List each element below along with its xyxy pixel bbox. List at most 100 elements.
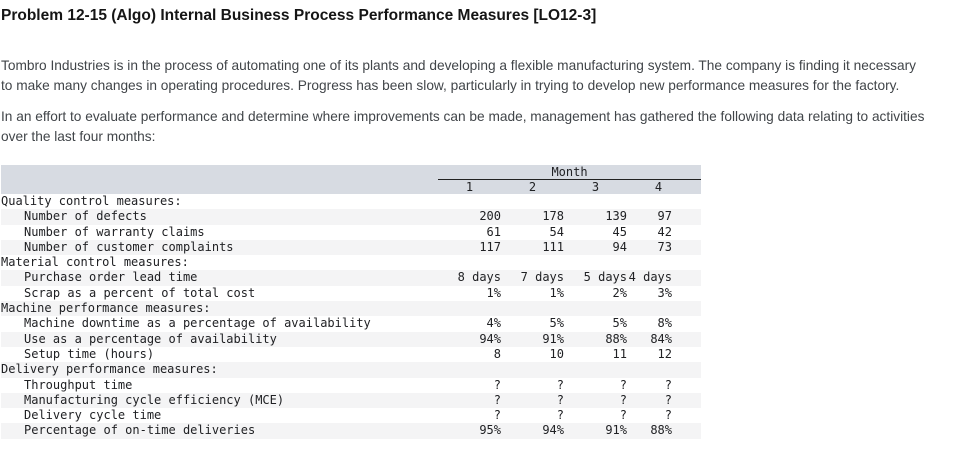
value-cell: 7 days	[520, 270, 564, 285]
value-cell: ?	[556, 377, 564, 392]
value-cell: ?	[493, 408, 501, 423]
category-label: Material control measures:	[1, 255, 189, 270]
measure-label: Number of defects	[24, 209, 147, 224]
table-row: Setup time (hours) 8 10 11 12	[1, 347, 701, 362]
value-cell: ?	[556, 392, 564, 407]
measure-label: Purchase order lead time	[24, 270, 198, 285]
table-row: Delivery performance measures:	[1, 362, 701, 378]
value-cell: ?	[556, 408, 564, 423]
value-cell: 91%	[605, 423, 627, 438]
table-row: Purchase order lead time 8 days 7 days 5 da…	[1, 270, 701, 286]
value-cell: 8%	[657, 316, 672, 331]
table-row: Number of customer complaints 117 111 94 73	[1, 239, 701, 256]
value-cell: 94	[612, 239, 627, 254]
value-cell	[501, 255, 564, 270]
value-cell: 4%	[486, 316, 501, 331]
value-cell: 54	[549, 224, 564, 239]
value-cell	[564, 255, 627, 270]
value-cell	[438, 255, 501, 270]
value-cell: 94%	[479, 331, 501, 346]
value-cell: 178	[542, 209, 564, 224]
value-cell: ?	[619, 392, 627, 407]
value-cell: 139	[605, 209, 627, 224]
value-cell: 3%	[657, 285, 672, 300]
value-cell	[438, 194, 501, 209]
month-column-header: 1	[465, 180, 474, 194]
value-cell: 5 days	[583, 270, 627, 285]
value-cell: 97	[657, 209, 672, 224]
measure-label: Percentage of on-time deliveries	[24, 423, 256, 438]
value-cell: 2%	[612, 285, 627, 300]
value-cell: 1%	[549, 285, 564, 300]
problem-page: Problem 12-15 (Algo) Internal Business P…	[1, 7, 925, 439]
value-cell: ?	[664, 392, 672, 407]
value-cell: 111	[542, 239, 564, 254]
month-column-header: 2	[528, 180, 537, 194]
table-row: Scrap as a percent of total cost 1% 1% 2% 3%	[1, 286, 701, 301]
value-cell	[627, 362, 701, 377]
value-cell: 1%	[486, 285, 501, 300]
value-cell: ?	[619, 408, 627, 423]
table-row: Manufacturing cycle efficiency (MCE)????	[1, 392, 701, 409]
value-cell	[564, 362, 627, 377]
measure-label: Machine downtime as a percentage of avai…	[24, 316, 371, 331]
value-cell: 8	[493, 346, 501, 361]
table-row: Number of defects 200 178 139 97	[1, 209, 701, 225]
value-cell	[627, 194, 701, 209]
value-cell: 5%	[549, 316, 564, 331]
table-row: Material control measures:	[1, 255, 701, 270]
month-column-header: 4	[654, 180, 663, 194]
value-cell: 61	[486, 224, 501, 239]
value-cell: 200	[479, 209, 501, 224]
table-row: Number of warranty claims 61 54 45 42	[1, 225, 701, 240]
table-row: Use as a percentage of availability 94% 91…	[1, 331, 701, 347]
measure-label: Manufacturing cycle efficiency (MCE)	[24, 392, 285, 407]
value-cell: 5%	[612, 316, 627, 331]
month-group-header-row: Month	[1, 165, 701, 180]
category-label: Quality control measures:	[1, 194, 182, 208]
value-cell: 117	[479, 239, 501, 254]
value-cell: 95%	[479, 423, 501, 438]
value-cell: 10	[549, 346, 564, 361]
value-cell	[564, 301, 627, 316]
value-cell: 73	[657, 239, 672, 254]
label-column-spacer	[1, 180, 438, 195]
measure-label: Throughput time	[24, 377, 133, 392]
value-cell: ?	[493, 392, 501, 407]
category-label: Delivery performance measures:	[1, 362, 218, 377]
data-gathered-paragraph: In an effort to evaluate performance and…	[1, 109, 925, 144]
intro-paragraph: Tombro Industries is in the process of a…	[1, 58, 917, 93]
value-cell	[501, 301, 564, 316]
measure-label: Scrap as a percent of total cost	[24, 285, 256, 300]
value-cell: ?	[493, 377, 501, 392]
table-row: Throughput time????	[1, 378, 701, 393]
measure-label: Setup time (hours)	[24, 346, 155, 361]
measure-label: Delivery cycle time	[24, 408, 162, 423]
value-cell	[501, 362, 564, 377]
value-cell: 42	[657, 224, 672, 239]
value-cell: 94%	[542, 423, 564, 438]
measure-label: Use as a percentage of availability	[24, 331, 277, 346]
month-number-header-row: 1 2 3 4	[1, 179, 701, 195]
value-cell: 4 days	[628, 270, 672, 285]
category-label: Machine performance measures:	[1, 301, 211, 316]
value-cell: 11	[612, 346, 627, 361]
value-cell: ?	[664, 408, 672, 423]
value-cell: 84%	[650, 331, 672, 346]
value-cell: ?	[619, 377, 627, 392]
value-cell: 45	[612, 224, 627, 239]
value-cell	[627, 301, 701, 316]
value-cell: 88%	[650, 423, 672, 438]
measure-label: Number of customer complaints	[24, 239, 234, 254]
value-cell	[627, 255, 701, 270]
table-row: Machine downtime as a percentage of avai…	[1, 316, 701, 331]
table-row: Quality control measures:	[1, 194, 701, 209]
problem-title: Problem 12-15 (Algo) Internal Business P…	[1, 7, 597, 24]
table-row: Percentage of on-time deliveries 95% 94% 91…	[1, 423, 701, 439]
value-cell: 8 days	[457, 270, 501, 285]
value-cell	[438, 301, 501, 316]
value-cell: 12	[657, 346, 672, 361]
value-cell	[438, 362, 501, 377]
measure-label: Number of warranty claims	[24, 224, 205, 239]
